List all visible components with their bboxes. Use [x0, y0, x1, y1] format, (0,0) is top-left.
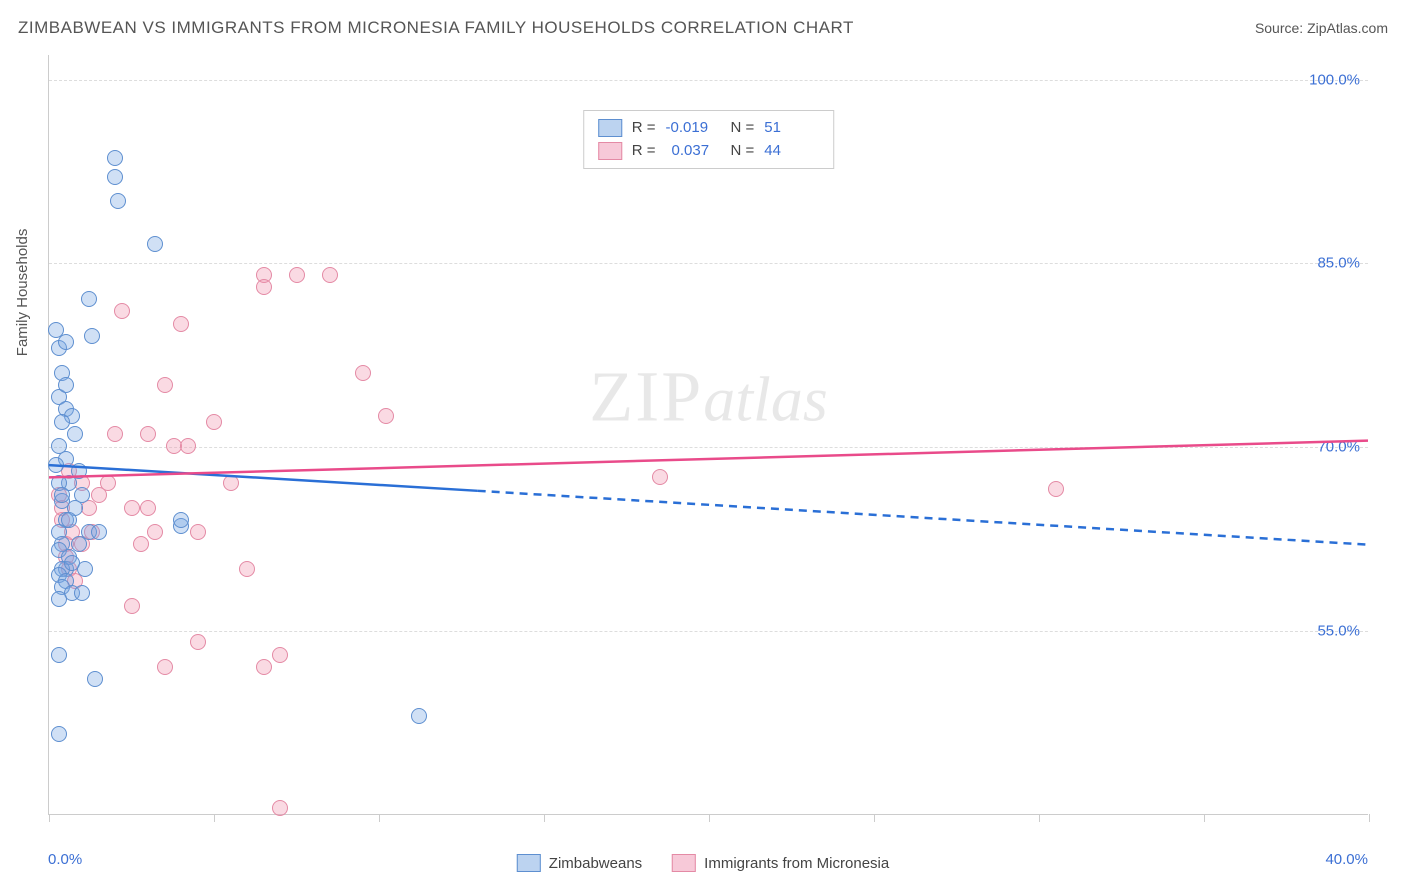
data-point-a: [71, 463, 87, 479]
data-point-b: [223, 475, 239, 491]
data-point-a: [67, 426, 83, 442]
chart-area: ZIPatlas R = -0.019 N = 51 R = 0.037 N =…: [48, 55, 1368, 815]
data-point-b: [378, 408, 394, 424]
data-point-a: [91, 524, 107, 540]
data-point-a: [107, 150, 123, 166]
x-tick: [544, 814, 545, 822]
data-point-a: [61, 512, 77, 528]
data-point-b: [147, 524, 163, 540]
legend-item-b: Immigrants from Micronesia: [672, 854, 889, 872]
data-point-a: [58, 334, 74, 350]
data-point-a: [64, 555, 80, 571]
data-point-b: [107, 426, 123, 442]
correlation-legend: R = -0.019 N = 51 R = 0.037 N = 44: [583, 110, 835, 169]
data-point-a: [51, 591, 67, 607]
data-point-b: [190, 524, 206, 540]
x-axis-max-label: 40.0%: [1325, 851, 1368, 868]
data-point-a: [173, 512, 189, 528]
x-tick: [1204, 814, 1205, 822]
x-axis-min-label: 0.0%: [48, 851, 82, 868]
series-legend: Zimbabweans Immigrants from Micronesia: [517, 854, 889, 872]
data-point-b: [157, 659, 173, 675]
data-point-a: [51, 726, 67, 742]
x-tick: [1369, 814, 1370, 822]
gridline: [49, 263, 1368, 264]
data-point-b: [114, 303, 130, 319]
legend-row-b: R = 0.037 N = 44: [598, 140, 820, 163]
swatch-a-bottom: [517, 854, 541, 872]
data-point-a: [147, 236, 163, 252]
data-point-b: [124, 500, 140, 516]
x-tick: [709, 814, 710, 822]
data-point-a: [81, 291, 97, 307]
x-tick: [379, 814, 380, 822]
y-tick-label: 100.0%: [1309, 71, 1360, 88]
data-point-b: [190, 634, 206, 650]
data-point-a: [74, 585, 90, 601]
data-point-b: [173, 316, 189, 332]
data-point-b: [140, 500, 156, 516]
x-tick: [49, 814, 50, 822]
gridline: [49, 631, 1368, 632]
y-axis-label: Family Households: [14, 229, 31, 357]
data-point-b: [100, 475, 116, 491]
data-point-a: [84, 328, 100, 344]
swatch-b-bottom: [672, 854, 696, 872]
chart-title: ZIMBABWEAN VS IMMIGRANTS FROM MICRONESIA…: [18, 18, 854, 38]
data-point-a: [71, 536, 87, 552]
data-point-a: [54, 487, 70, 503]
source-attribution: Source: ZipAtlas.com: [1255, 20, 1388, 36]
x-tick: [1039, 814, 1040, 822]
data-point-b: [355, 365, 371, 381]
swatch-b: [598, 142, 622, 160]
data-point-a: [51, 647, 67, 663]
legend-row-a: R = -0.019 N = 51: [598, 117, 820, 140]
data-point-b: [1048, 481, 1064, 497]
data-point-a: [411, 708, 427, 724]
data-point-b: [239, 561, 255, 577]
data-point-a: [48, 457, 64, 473]
data-point-b: [272, 800, 288, 816]
y-tick-label: 55.0%: [1317, 623, 1360, 640]
data-point-b: [256, 279, 272, 295]
data-point-b: [157, 377, 173, 393]
swatch-a: [598, 119, 622, 137]
data-point-b: [652, 469, 668, 485]
gridline: [49, 80, 1368, 81]
data-point-a: [58, 377, 74, 393]
data-point-a: [87, 671, 103, 687]
y-tick-label: 85.0%: [1317, 255, 1360, 272]
data-point-b: [180, 438, 196, 454]
legend-item-a: Zimbabweans: [517, 854, 642, 872]
gridline: [49, 447, 1368, 448]
data-point-a: [110, 193, 126, 209]
x-tick: [874, 814, 875, 822]
data-point-b: [133, 536, 149, 552]
data-point-a: [54, 414, 70, 430]
data-point-a: [107, 169, 123, 185]
data-point-b: [289, 267, 305, 283]
data-point-b: [206, 414, 222, 430]
watermark: ZIPatlas: [589, 355, 827, 438]
y-tick-label: 70.0%: [1317, 439, 1360, 456]
data-point-b: [256, 659, 272, 675]
x-tick: [214, 814, 215, 822]
data-point-b: [272, 647, 288, 663]
data-point-b: [322, 267, 338, 283]
data-point-b: [124, 598, 140, 614]
data-point-b: [140, 426, 156, 442]
